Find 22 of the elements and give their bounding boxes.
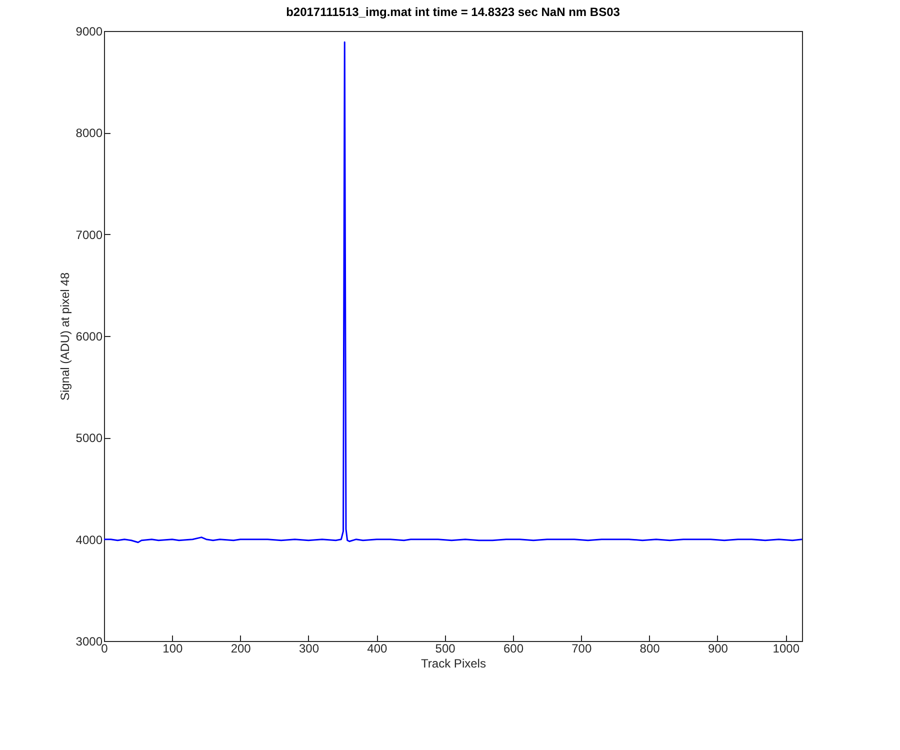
x-tick-label: 300: [298, 642, 320, 656]
y-axis-title: Signal (ADU) at pixel 48: [58, 272, 72, 401]
x-tick-label: 400: [367, 642, 388, 656]
y-tick-label: 7000: [76, 228, 103, 242]
x-axis-title: Track Pixels: [421, 656, 486, 670]
x-tick-label: 800: [640, 642, 660, 656]
x-tick-label: 600: [503, 642, 524, 656]
y-tick-label: 8000: [76, 126, 103, 140]
x-tick-label: 1000: [772, 642, 800, 656]
x-tick-label: 500: [435, 642, 456, 656]
x-tick-label: 100: [162, 642, 183, 656]
chart-title: b2017111513_img.mat int time = 14.8323 sec NaN nm BS03: [286, 5, 620, 19]
x-tick-label: 700: [572, 642, 592, 656]
x-tick-label: 900: [708, 642, 728, 656]
x-tick-label: 0: [101, 642, 108, 656]
y-tick-label: 6000: [76, 330, 103, 344]
y-tick-label: 9000: [76, 24, 103, 38]
y-tick-label: 5000: [76, 431, 103, 446]
y-tick-label: 3000: [76, 634, 103, 648]
x-tick-label: 200: [230, 642, 252, 656]
line-series: [104, 41, 802, 544]
y-tick-label: 4000: [76, 532, 103, 547]
